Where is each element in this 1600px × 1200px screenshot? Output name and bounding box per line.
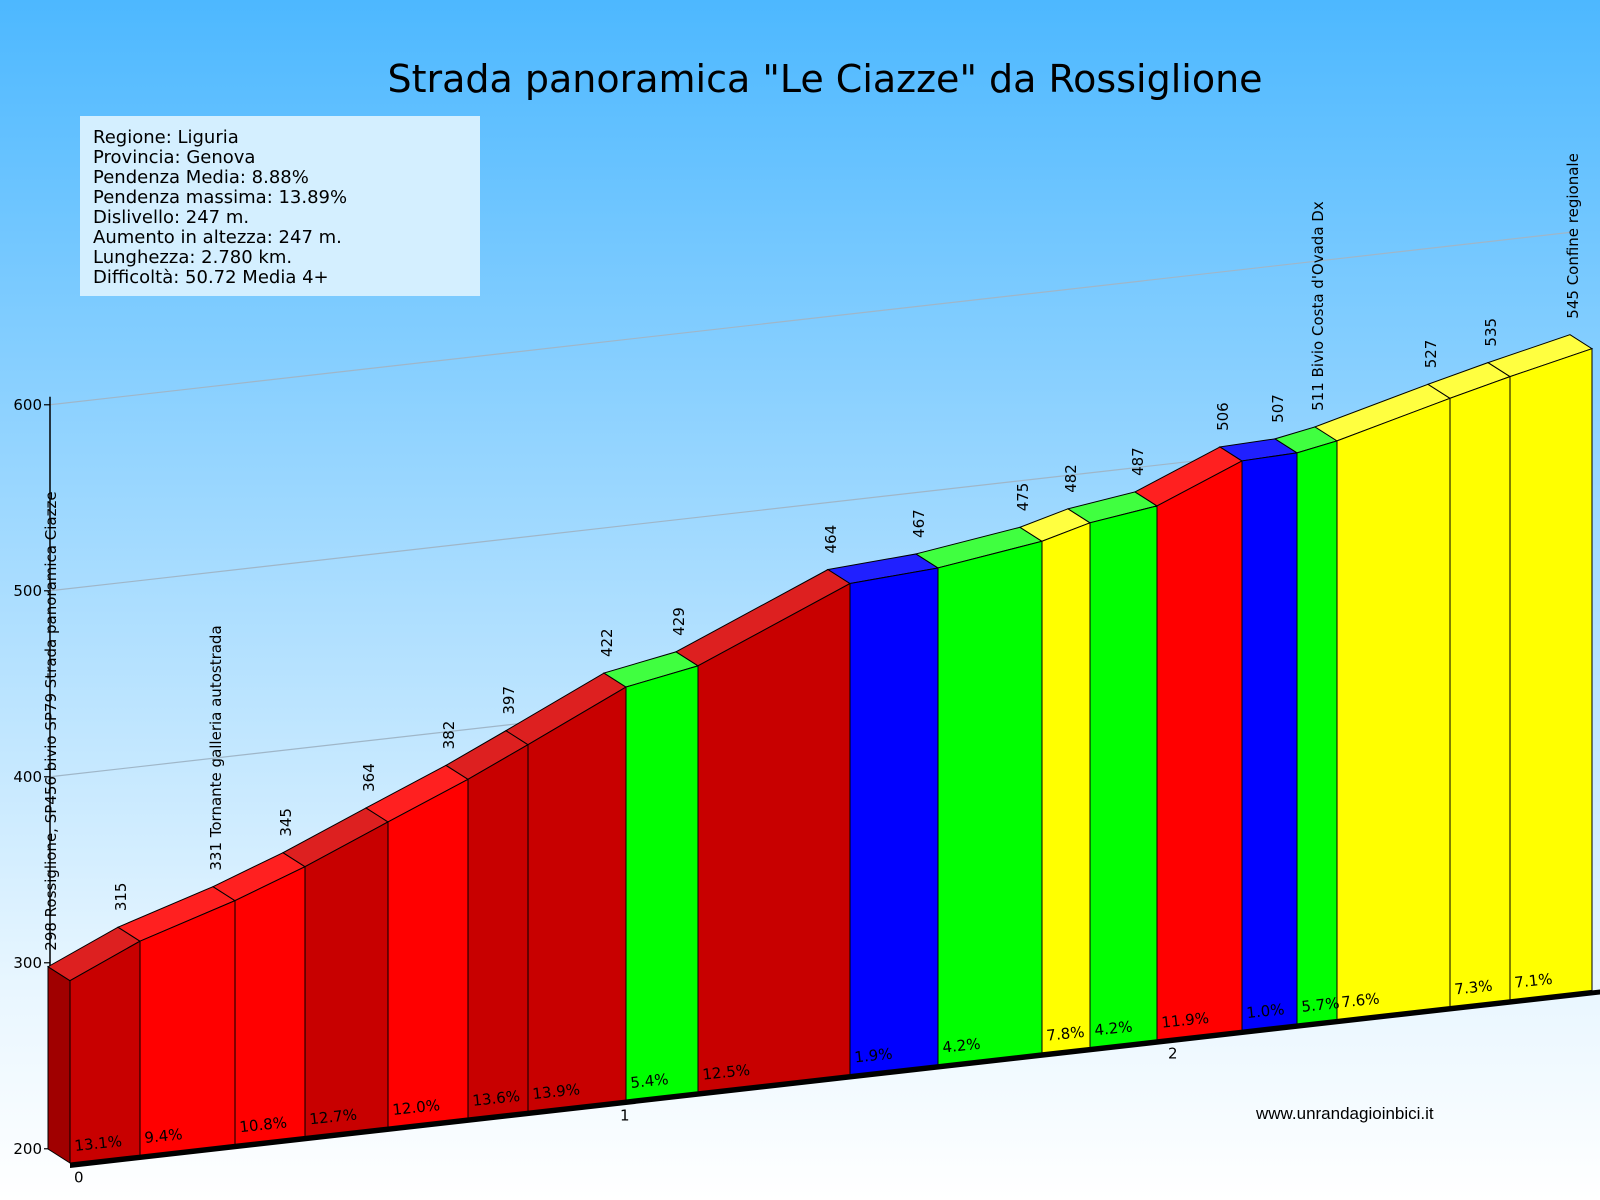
info-dislivello: Dislivello: 247 m.	[93, 207, 249, 228]
info-box: Regione: Liguria Provincia: Genova Pende…	[80, 116, 480, 296]
gradient-label: 4.2%	[942, 1035, 982, 1057]
altitude-label: 467	[910, 509, 928, 538]
profile-segment	[1449, 375, 1511, 1008]
altitude-label: 535	[1482, 318, 1500, 347]
altitude-label: 382	[440, 721, 458, 750]
altitude-label: 511 Bivio Costa d'Ovada Dx	[1309, 201, 1327, 411]
x-tick-label: 1	[620, 1107, 630, 1125]
gradient-label: 7.1%	[1514, 970, 1554, 992]
x-tick-label: 2	[1168, 1044, 1178, 1062]
gradient-label: 9.4%	[144, 1125, 184, 1147]
gradient-label: 1.0%	[1246, 1000, 1286, 1022]
gradient-label: 4.2%	[1094, 1017, 1134, 1039]
profile-segment	[1296, 440, 1338, 1025]
profile-side-face	[47, 965, 71, 1164]
gradient-label: 13.9%	[532, 1080, 581, 1103]
altitude-label: 345	[277, 808, 295, 837]
gradient-label: 7.8%	[1046, 1023, 1086, 1045]
profile-segment	[697, 582, 851, 1093]
altitude-label: 298 Rossiglione, SP456 bivio SP79 Strada…	[42, 491, 60, 950]
altitude-label: 422	[598, 628, 616, 657]
altitude-label: 545 Confine regionale	[1564, 153, 1582, 319]
y-tick-label: 400	[13, 768, 42, 786]
profile-segment	[1509, 348, 1593, 1001]
altitude-labels: 13.1% 9.4% 10.8% 12.7% 12.0% 13.6% 13.9% 5.4% 12…	[42, 153, 1582, 1186]
altitude-label: 527	[1422, 340, 1440, 369]
y-tick-label: 500	[13, 582, 42, 600]
altitude-label: 315	[112, 883, 130, 912]
y-tick-label: 600	[13, 396, 42, 414]
profile-segment	[1156, 460, 1243, 1041]
profile-segment	[467, 743, 529, 1119]
profile-segment	[387, 778, 469, 1128]
altitude-label: 464	[822, 525, 840, 554]
gradient-label: 7.3%	[1454, 977, 1494, 999]
ground-base	[70, 989, 1600, 1168]
profile-segment	[1336, 397, 1451, 1020]
profile-segment	[139, 899, 236, 1156]
profile-segment	[69, 940, 141, 1164]
info-regione: Regione: Liguria	[93, 127, 239, 148]
gradient-label: 5.7%	[1301, 994, 1341, 1016]
profile-segment	[234, 865, 306, 1145]
altitude-label: 364	[360, 763, 378, 792]
altitude-label: 397	[500, 686, 518, 715]
profile-segment	[1041, 522, 1091, 1054]
profile-segment	[1089, 505, 1158, 1048]
profile-segment	[937, 540, 1043, 1066]
info-difficolta: Difficoltà: 50.72 Media 4+	[93, 267, 329, 288]
gradient-label: 12.0%	[392, 1096, 441, 1119]
gradient-label: 7.6%	[1341, 989, 1381, 1011]
profile-segment	[625, 665, 699, 1101]
altitude-label: 487	[1129, 447, 1147, 476]
gradient-label: 13.6%	[472, 1087, 521, 1110]
info-box-background	[80, 116, 480, 296]
altitude-label: 429	[670, 607, 688, 636]
profile-segment	[527, 686, 627, 1112]
x-tick-label: 0	[74, 1169, 84, 1187]
gradient-label: 12.7%	[309, 1105, 358, 1128]
gridline-600	[49, 231, 1571, 406]
info-pendenza-massima: Pendenza massima: 13.89%	[93, 187, 347, 208]
altitude-label: 507	[1269, 394, 1287, 423]
profile-segments	[47, 334, 1600, 1168]
gradient-label: 13.1%	[74, 1132, 123, 1155]
chart-title: Strada panoramica "Le Ciazze" da Rossigl…	[387, 57, 1262, 101]
altitude-label: 475	[1014, 483, 1032, 512]
gradient-label: 12.5%	[702, 1061, 751, 1084]
gradient-label: 10.8%	[239, 1113, 288, 1136]
altitude-label: 506	[1214, 402, 1232, 431]
altitude-label: 482	[1062, 464, 1080, 493]
info-pendenza-media: Pendenza Media: 8.88%	[93, 167, 309, 188]
profile-segment	[1241, 452, 1298, 1031]
profile-segment	[849, 567, 939, 1076]
y-tick-label: 200	[13, 1140, 42, 1158]
altitude-label: 331 Tornante galleria autostrada	[207, 625, 225, 870]
website-credit: www.unrandagioinbici.it	[1255, 1104, 1434, 1123]
gradient-label: 11.9%	[1161, 1009, 1210, 1032]
info-provincia: Provincia: Genova	[93, 147, 255, 168]
gradient-label: 5.4%	[630, 1070, 670, 1092]
gradient-label: 1.9%	[854, 1045, 894, 1067]
info-lunghezza: Lunghezza: 2.780 km.	[93, 247, 292, 268]
info-aumento: Aumento in altezza: 247 m.	[93, 227, 342, 248]
y-tick-label: 300	[13, 954, 42, 972]
profile-segment	[304, 821, 389, 1137]
